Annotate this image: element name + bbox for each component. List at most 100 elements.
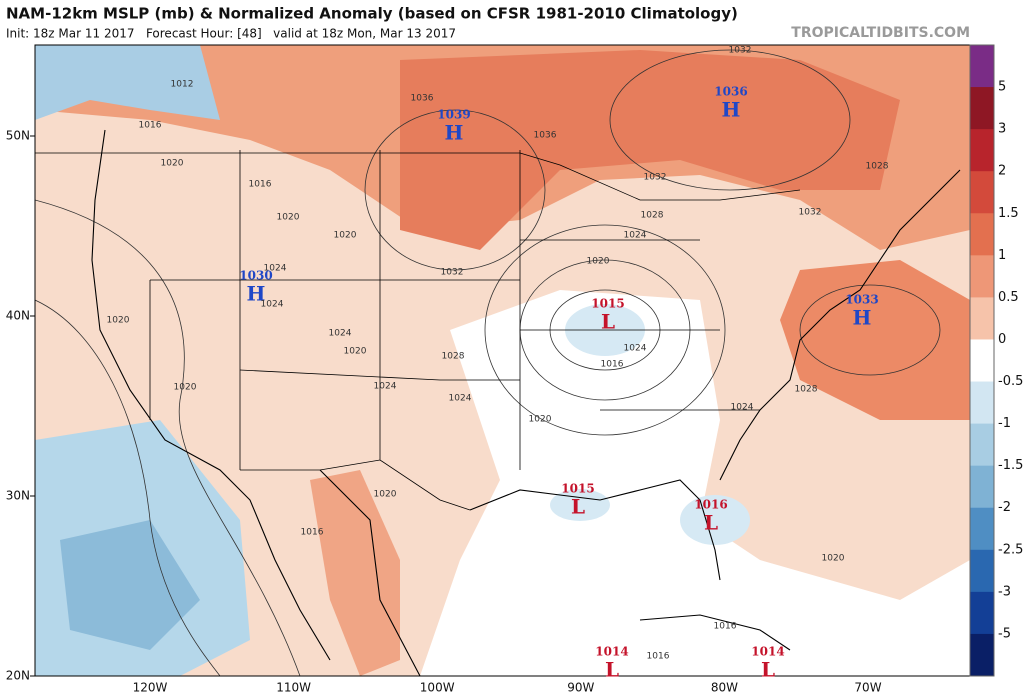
colorbar-swatch bbox=[970, 297, 994, 340]
colorbar: 5 3 2 1.5 1 0.5 0 -0.5 -1 -1.5 -2 -2.5 -3 -5 bbox=[969, 44, 1023, 677]
contour-label: 1036 bbox=[534, 131, 557, 141]
pressure-value: 1014 bbox=[751, 645, 784, 659]
contour-label: 1024 bbox=[624, 344, 647, 354]
colorbar-label: 0.5 bbox=[998, 290, 1019, 305]
contour-label: 1028 bbox=[795, 385, 818, 395]
isobars bbox=[35, 49, 941, 676]
colorbar-swatch bbox=[970, 633, 994, 677]
colorbar-swatch bbox=[970, 129, 994, 172]
contour-label: 1024 bbox=[261, 300, 284, 310]
contour-label: 1036 bbox=[411, 94, 434, 104]
low-center: L bbox=[605, 658, 619, 682]
lon-label: 70W bbox=[854, 681, 881, 695]
colorbar-label: -0.5 bbox=[998, 374, 1023, 389]
colorbar-swatch bbox=[970, 339, 994, 383]
anomaly-area bbox=[420, 290, 970, 676]
colorbar-swatch bbox=[970, 507, 994, 551]
pressure-value: 1014 bbox=[595, 645, 628, 659]
low-center: L bbox=[571, 495, 585, 519]
pressure-value: 1015 bbox=[561, 482, 594, 496]
colorbar-label: 0 bbox=[998, 332, 1006, 347]
contour-label: 1024 bbox=[624, 231, 647, 241]
contour-label: 1020 bbox=[277, 213, 300, 223]
colorbar-label: 2 bbox=[998, 164, 1006, 179]
pressure-value: 1039 bbox=[437, 108, 470, 122]
contour-label: 1024 bbox=[731, 403, 754, 413]
colorbar-label: -2.5 bbox=[998, 542, 1023, 557]
contour-label: 1032 bbox=[644, 173, 667, 183]
contour-label: 1020 bbox=[107, 316, 130, 326]
contour-label: 1016 bbox=[714, 622, 737, 632]
colorbar-swatch bbox=[970, 87, 994, 130]
anomaly-area bbox=[400, 50, 900, 250]
contour-label: 1016 bbox=[647, 652, 670, 662]
lat-label: 40N bbox=[6, 309, 30, 323]
high-center: H bbox=[247, 282, 266, 306]
colorbar-swatch bbox=[970, 213, 994, 256]
contour-label: 1032 bbox=[441, 268, 464, 278]
contour-label: 1032 bbox=[729, 46, 752, 56]
anomaly-area bbox=[550, 489, 610, 521]
anomaly-area bbox=[60, 520, 200, 650]
colorbar-swatch bbox=[970, 549, 994, 593]
pressure-value: 1016 bbox=[694, 498, 727, 512]
contour-label: 1020 bbox=[529, 415, 552, 425]
coastlines bbox=[91, 129, 961, 676]
contour-label: 1024 bbox=[374, 382, 397, 392]
high-center: H bbox=[445, 121, 464, 145]
low-center: L bbox=[761, 658, 775, 682]
map bbox=[34, 44, 971, 677]
colorbar-label: -1.5 bbox=[998, 458, 1023, 473]
colorbar-swatch bbox=[970, 45, 994, 88]
anomaly-area bbox=[680, 495, 750, 545]
colorbar-swatch bbox=[970, 423, 994, 467]
colorbar-label: -2 bbox=[998, 500, 1011, 515]
colorbar-swatch bbox=[970, 255, 994, 298]
colorbar-label: 3 bbox=[998, 122, 1006, 137]
lat-label: 30N bbox=[6, 489, 30, 503]
contour-label: 1032 bbox=[799, 208, 822, 218]
contour-label: 1020 bbox=[334, 231, 357, 241]
lon-label: 80W bbox=[711, 681, 738, 695]
contour-label: 1016 bbox=[301, 528, 324, 538]
pressure-value: 1033 bbox=[845, 293, 878, 307]
contour-label: 1028 bbox=[641, 211, 664, 221]
colorbar-swatch bbox=[970, 171, 994, 214]
subtitle: Init: 18z Mar 11 2017 Forecast Hour: [48… bbox=[6, 27, 456, 41]
contour-label: 1016 bbox=[139, 121, 162, 131]
contour-label: 1016 bbox=[601, 360, 624, 370]
colorbar-label: 1 bbox=[998, 248, 1006, 263]
lon-label: 90W bbox=[567, 681, 594, 695]
contour-label: 1028 bbox=[442, 352, 465, 362]
pressure-value: 1030 bbox=[239, 269, 272, 283]
anomaly-area bbox=[35, 45, 220, 120]
lat-label: 20N bbox=[6, 669, 30, 683]
colorbar-label: -1 bbox=[998, 416, 1011, 431]
colorbar-frame bbox=[969, 44, 995, 677]
contour-label: 1020 bbox=[344, 347, 367, 357]
colorbar-swatch bbox=[970, 465, 994, 509]
contour-label: 1012 bbox=[171, 80, 194, 90]
colorbar-label: -5 bbox=[998, 626, 1011, 641]
high-center: H bbox=[722, 98, 741, 122]
credit: TROPICALTIDBITS.COM bbox=[791, 25, 970, 41]
contour-label: 1020 bbox=[374, 490, 397, 500]
contour-label: 1020 bbox=[587, 257, 610, 267]
colorbar-label: 5 bbox=[998, 80, 1006, 95]
contour-label: 1024 bbox=[329, 329, 352, 339]
lon-label: 110W bbox=[276, 681, 311, 695]
pressure-value: 1015 bbox=[591, 297, 624, 311]
contour-label: 1016 bbox=[249, 180, 272, 190]
lon-label: 100W bbox=[420, 681, 455, 695]
lon-label: 120W bbox=[133, 681, 168, 695]
high-center: H bbox=[853, 306, 872, 330]
low-center: L bbox=[704, 511, 718, 535]
contour-label: 1024 bbox=[449, 394, 472, 404]
title: NAM-12km MSLP (mb) & Normalized Anomaly … bbox=[6, 5, 738, 23]
borders bbox=[35, 150, 801, 511]
contour-label: 1020 bbox=[822, 554, 845, 564]
colorbar-swatch bbox=[970, 381, 994, 425]
pressure-value: 1036 bbox=[714, 85, 747, 99]
